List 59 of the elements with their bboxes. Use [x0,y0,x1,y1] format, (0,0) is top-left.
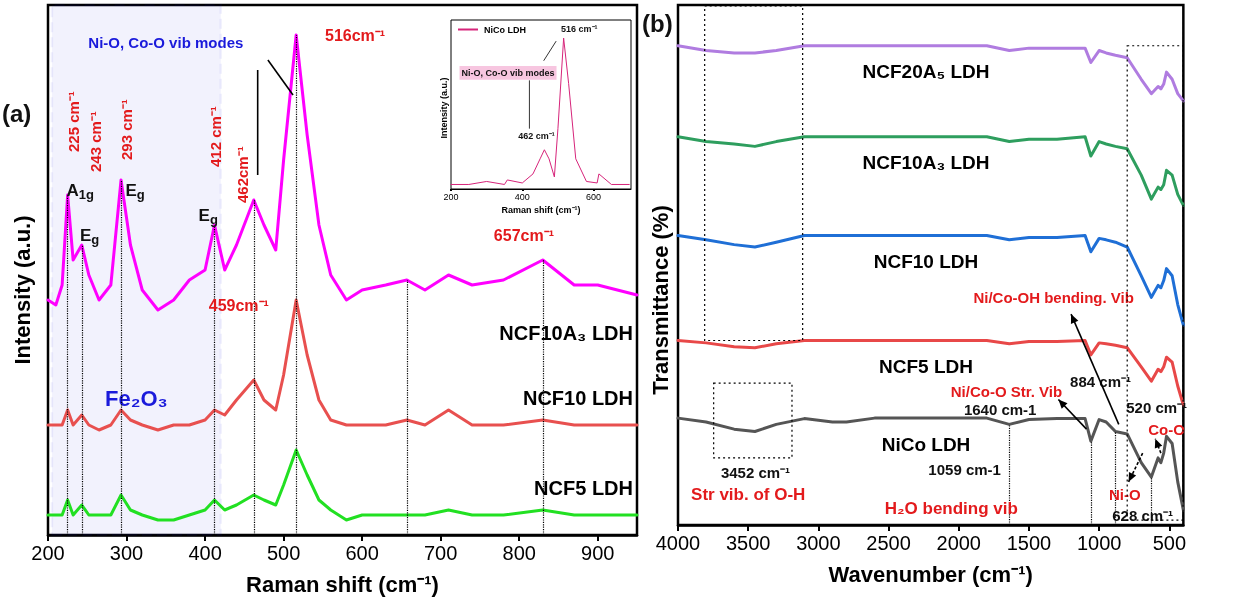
x-tick-label: 500 [266,542,301,564]
x-tick-label: 700 [423,542,458,564]
series-label: NCF10 LDH [873,251,979,273]
annotation: 516cm⁻¹ [324,26,386,44]
x-tick-label: 200 [31,542,65,564]
x-tick-label: 4000 [655,532,701,554]
x-tick-label: 500 [1152,532,1187,554]
x-tick-label: 1000 [1076,532,1122,554]
x-tick-label: 1500 [1006,532,1052,554]
annotation: 3452 cm⁻¹ [720,463,791,481]
x-axis-title: Raman shift (cm⁻¹) [501,205,581,216]
x-tick-label: 3500 [725,532,771,554]
annotation: Str vib. of O-H [691,485,806,505]
x-tick-label: 2000 [936,532,981,554]
series-label: NCF10 LDH [522,386,633,409]
annotation: 657cm⁻¹ [493,226,554,244]
text: (b) [642,10,673,38]
x-axis-title: Wavenumber (cm⁻¹) [828,561,1033,587]
x-tick-label: 400 [188,542,222,564]
series-label: NCF10A₃ LDH [499,321,633,344]
legend-label: NiCo LDH [484,24,526,35]
annotation: Ni-O, Co-O vib modes [88,34,244,51]
text: (a) [2,100,32,128]
x-tick-label: 600 [586,191,602,202]
y-axis-title: Transmittance (%) [647,205,673,395]
x-axis-title: Raman shift (cm⁻¹) [246,571,439,597]
x-tick-label: 800 [502,542,536,564]
annotation: Ni/Co-OH bending. Vib [973,288,1134,306]
x-tick-label: 2500 [866,532,911,554]
annotation: Ni-O, Co-O vib modes [461,67,555,78]
y-axis-title: Intensity (a.u.) [439,77,449,139]
y-axis-title: Intensity (a.u.) [9,215,35,365]
band-label: Fe₂O₃ [104,385,168,411]
annotation: 1640 cm-1 [963,401,1037,419]
series-label: NCF5 LDH [879,355,973,377]
x-tick-label: 200 [443,191,459,202]
series-label: NiCo LDH [881,433,971,455]
series-label: NCF20A₅ LDH [862,61,990,83]
annotation: 293 cm⁻¹ [118,99,136,160]
annotation: 225 cm⁻¹ [65,91,83,152]
annotation: 884 cm⁻¹ [1070,372,1131,390]
x-tick-label: 400 [514,191,530,202]
series-label: NCF5 LDH [534,476,633,499]
series-label: NCF10A₃ LDH [862,152,990,174]
annotation: H₂O bending vib [884,498,1018,518]
x-tick-label: 300 [109,542,144,564]
annotation: 459cm⁻¹ [208,296,269,314]
annotation: 462 cm⁻¹ [518,131,555,142]
annotation: 628 cm⁻¹ [1112,506,1174,524]
annotation: 243 cm⁻¹ [86,111,104,172]
annotation: 462cm⁻¹ [234,146,252,203]
text: 516 cm⁻¹ [561,24,598,35]
annotation: 1059 cm-1 [928,461,1001,479]
annotation: Ni/Co-O Str. Vib [950,383,1063,401]
annotation: Ni-O [1108,486,1141,504]
x-tick-label: 900 [581,542,615,564]
x-tick-label: 600 [345,542,379,564]
x-tick-label: 3000 [796,532,841,554]
annotation: 412 cm⁻¹ [206,106,224,167]
